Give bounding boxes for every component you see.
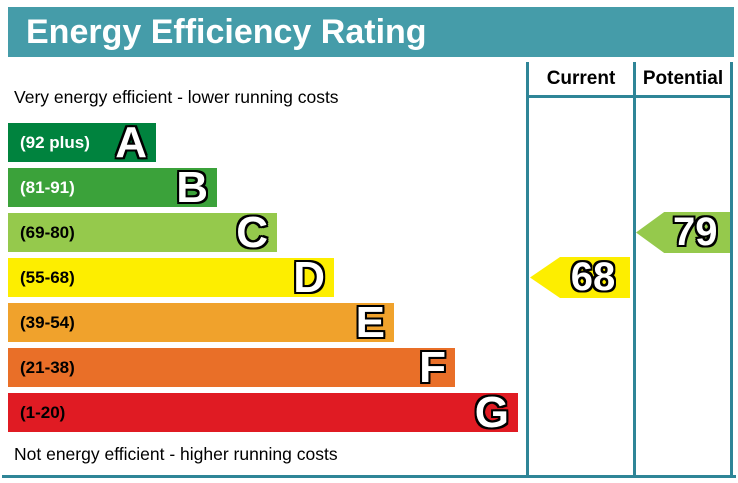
top-note: Very energy efficient - lower running co… [14,87,339,107]
band-letter-f: F [419,343,446,392]
band-a: (92 plus) A [8,118,156,167]
potential-column-header: Potential [642,68,724,89]
current-column-header: Current [546,68,616,89]
band-letter-e: E [355,298,385,347]
band-letter-a: A [115,118,147,167]
header-separator-line [526,95,733,98]
potential-rating-arrow: 79 [636,212,730,253]
band-letter-c: C [236,208,268,257]
band-g: (1-20) G [8,388,518,437]
bottom-note: Not energy efficient - higher running co… [14,444,338,464]
band-letter-b: B [176,163,208,212]
title-bar: Energy Efficiency Rating [8,7,734,57]
band-range-label-e: (39-54) [20,312,75,332]
potential-column-right-border [730,62,733,478]
band-range-label-d: (55-68) [20,267,75,287]
band-range-label-f: (21-38) [20,357,75,377]
band-b: (81-91) B [8,163,217,212]
band-c: (69-80) C [8,208,277,257]
potential-rating-value: 79 [672,210,718,254]
band-f: (21-38) F [8,343,455,392]
band-e: (39-54) E [8,298,394,347]
band-letter-g: G [474,388,509,437]
band-range-label-a: (92 plus) [20,132,90,152]
band-range-label-b: (81-91) [20,177,75,197]
current-rating-arrow: 68 [530,257,630,298]
page-title: Energy Efficiency Rating [26,12,427,51]
chart-bottom-border [2,475,736,478]
band-range-label-g: (1-20) [20,402,66,422]
band-letter-d: D [293,253,325,302]
current-column-left-border [526,62,529,478]
current-rating-value: 68 [570,255,616,299]
band-d: (55-68) D [8,253,334,302]
band-range-label-c: (69-80) [20,222,75,242]
current-potential-divider [633,62,636,478]
